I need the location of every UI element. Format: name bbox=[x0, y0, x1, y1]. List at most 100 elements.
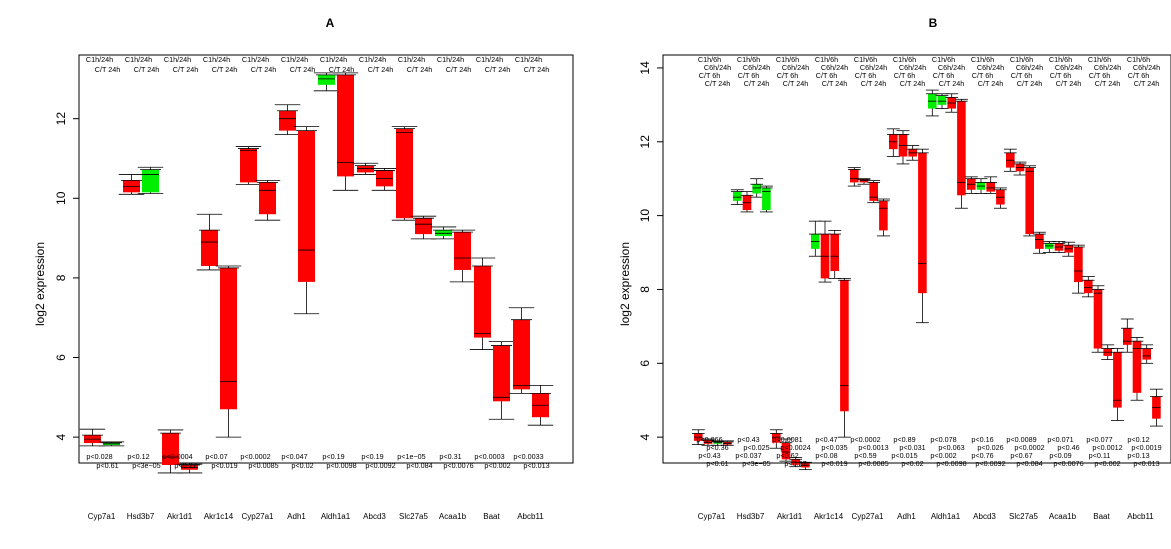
panel-b-header-label: C6h/24h bbox=[938, 63, 965, 72]
panel-a-pvalue-label: p<0.19 bbox=[322, 452, 344, 461]
panel-b-box-hsd3b7-1 bbox=[733, 191, 742, 201]
panel-b-header-label: C1h/6h bbox=[971, 55, 994, 64]
panel-b-pvalue-label: p<3e−05 bbox=[742, 459, 770, 468]
panel-a-y-tick-label: 6 bbox=[54, 354, 68, 361]
panel-b-pvalue-label: p<0.59 bbox=[854, 451, 876, 460]
panel-b-pvalue-label: p<0.12 bbox=[1127, 435, 1149, 444]
panel-b-box-hsd3b7-4 bbox=[762, 187, 771, 211]
panel-a-title: A bbox=[326, 16, 335, 30]
panel-a-header-label: C1h/24h bbox=[359, 55, 386, 64]
panel-b-gene-label-hsd3b7: Hsd3b7 bbox=[737, 512, 765, 521]
panel-b-pvalue-label: p<0.084 bbox=[1016, 459, 1042, 468]
panel-a-pvalue-label: p<0.028 bbox=[86, 452, 112, 461]
panel-a-pvalue-label: p<0.27 bbox=[174, 461, 196, 470]
panel-b-pvalue-label: p<0.0024 bbox=[780, 443, 810, 452]
panel-a-box-adh1-2 bbox=[298, 130, 315, 282]
panel-b-pvalue-label: p<0.026 bbox=[977, 443, 1003, 452]
panel-a-header-label: C/T 24h bbox=[134, 65, 159, 74]
panel-b-header-label: C6h/24h bbox=[821, 63, 848, 72]
panel-a-gene-label-acaa1b: Acaa1b bbox=[439, 512, 467, 521]
panel-a-pvalue-label: p<0.0003 bbox=[474, 452, 504, 461]
panel-b-header-label: C1h/6h bbox=[893, 55, 916, 64]
panel-a-y-tick-label: 4 bbox=[54, 433, 68, 440]
panel-b-pvalue-label: p<0.015 bbox=[891, 451, 917, 460]
panel-a-gene-label-akr1d1: Akr1d1 bbox=[167, 512, 193, 521]
panel-b-pvalue-label: p<0.0092 bbox=[975, 459, 1005, 468]
panel-b-header-label: C/T 6h bbox=[699, 71, 720, 80]
panel-b-header-label: C/T 6h bbox=[1011, 71, 1032, 80]
panel-b-header-label: C/T 6h bbox=[855, 71, 876, 80]
panel-b-header-label: C/T 24h bbox=[1056, 79, 1081, 88]
panel-b-pvalue-label: p<0.11 bbox=[1089, 451, 1111, 460]
panel-a-pvalue-label: p<1e−05 bbox=[397, 452, 425, 461]
panel-a-header-label: C1h/24h bbox=[125, 55, 152, 64]
panel-a-header-label: C/T 24h bbox=[485, 65, 510, 74]
panel-b-pvalue-label: p<0.0098 bbox=[936, 459, 966, 468]
panel-a-header-label: C/T 24h bbox=[446, 65, 471, 74]
panel-b-gene-label-akr1c14: Akr1c14 bbox=[814, 512, 844, 521]
panel-a-box-adh1-1 bbox=[279, 110, 296, 131]
panel-b-pvalue-label: p<0.0013 bbox=[858, 443, 888, 452]
panel-b-pvalue-label: p<0.078 bbox=[930, 435, 956, 444]
panel-b-box-baat-4 bbox=[1113, 352, 1122, 408]
panel-b-header-label: C/T 6h bbox=[894, 71, 915, 80]
panel-b-header-label: C6h/24h bbox=[743, 63, 770, 72]
panel-b-pvalue-label: p<0.035 bbox=[821, 443, 847, 452]
panel-b-pvalue-label: p<0.019 bbox=[821, 459, 847, 468]
panel-a-box-aldh1a1-1 bbox=[318, 74, 335, 85]
panel-b-header-label: C1h/6h bbox=[854, 55, 877, 64]
panel-a-header-label: C/T 24h bbox=[329, 65, 354, 74]
panel-a-header-label: C/T 24h bbox=[290, 65, 315, 74]
panel-b-pvalue-label: p<0.063 bbox=[938, 443, 964, 452]
panel-b-box-acaa1b-4 bbox=[1074, 247, 1083, 283]
panel-b-header-label: C/T 24h bbox=[744, 79, 769, 88]
panel-b-gene-label-aldh1a1: Aldh1a1 bbox=[931, 512, 961, 521]
panel-b-box-abcb11-1 bbox=[1123, 328, 1132, 345]
panel-a-gene-label-baat: Baat bbox=[483, 512, 500, 521]
panel-b-pvalue-label: p<0.002 bbox=[1094, 459, 1120, 468]
panel-b-header-label: C1h/6h bbox=[1127, 55, 1150, 64]
panel-a-header-label: C1h/24h bbox=[437, 55, 464, 64]
panel-a-gene-label-hsd3b7: Hsd3b7 bbox=[127, 512, 155, 521]
panel-b-header-label: C/T 6h bbox=[1050, 71, 1071, 80]
panel-b-pvalue-label: p<0.43 bbox=[737, 435, 759, 444]
panel-b-title: B bbox=[929, 16, 938, 30]
panel-a-y-tick-label: 8 bbox=[54, 274, 68, 281]
panel-b-y-tick-label: 12 bbox=[638, 135, 652, 149]
panel-b-pvalue-label: p<0.0012 bbox=[1092, 443, 1122, 452]
panel-a-header-label: C/T 24h bbox=[212, 65, 237, 74]
panel-a-box-hsd3b7-2 bbox=[142, 169, 159, 193]
panel-a-header-label: C1h/24h bbox=[242, 55, 269, 64]
panel-a-pvalue-label: p<0.0085 bbox=[248, 461, 278, 470]
panel-b-header-label: C/T 6h bbox=[738, 71, 759, 80]
panel-b-gene-label-cyp7a1: Cyp7a1 bbox=[698, 512, 726, 521]
panel-b-header-label: C6h/24h bbox=[1016, 63, 1043, 72]
panel-b-header-label: C/T 24h bbox=[900, 79, 925, 88]
panel-b-gene-label-adh1: Adh1 bbox=[897, 512, 916, 521]
panel-b-pvalue-label: p<0.037 bbox=[735, 451, 761, 460]
panel-b-plot-frame bbox=[662, 54, 1171, 464]
panel-b-header-label: C1h/6h bbox=[1010, 55, 1033, 64]
panel-b-pvalue-label: p<0.0002 bbox=[850, 435, 880, 444]
panel-b-header-label: C6h/24h bbox=[899, 63, 926, 72]
panel-b-header-label: C/T 24h bbox=[783, 79, 808, 88]
panel-b-header-label: C/T 24h bbox=[861, 79, 886, 88]
panel-a-header-label: C1h/24h bbox=[164, 55, 191, 64]
panel-a-header-label: C1h/24h bbox=[86, 55, 113, 64]
panel-a-box-abcb11-1 bbox=[513, 319, 530, 390]
panel-a-header-label: C/T 24h bbox=[524, 65, 549, 74]
panel-b-header-label: C/T 24h bbox=[978, 79, 1003, 88]
panel-b-box-akr1d1-1 bbox=[772, 433, 781, 443]
panel-b-pvalue-label: p<0.08 bbox=[815, 451, 837, 460]
panel-b-header-label: C/T 24h bbox=[1017, 79, 1042, 88]
panel-b-header-label: C1h/6h bbox=[737, 55, 760, 64]
panel-b-box-baat-2 bbox=[1093, 289, 1103, 349]
panel-b-box-slc27a5-4 bbox=[1035, 234, 1044, 249]
panel-a-box-akr1c14-1 bbox=[201, 230, 218, 266]
panel-b-header-label: C1h/6h bbox=[815, 55, 838, 64]
panel-a-gene-label-abcd3: Abcd3 bbox=[363, 512, 386, 521]
panel-b-pvalue-label: p<0.031 bbox=[899, 443, 925, 452]
panel-b-box-hsd3b7-3 bbox=[752, 184, 761, 194]
panel-b-header-label: C6h/24h bbox=[704, 63, 731, 72]
